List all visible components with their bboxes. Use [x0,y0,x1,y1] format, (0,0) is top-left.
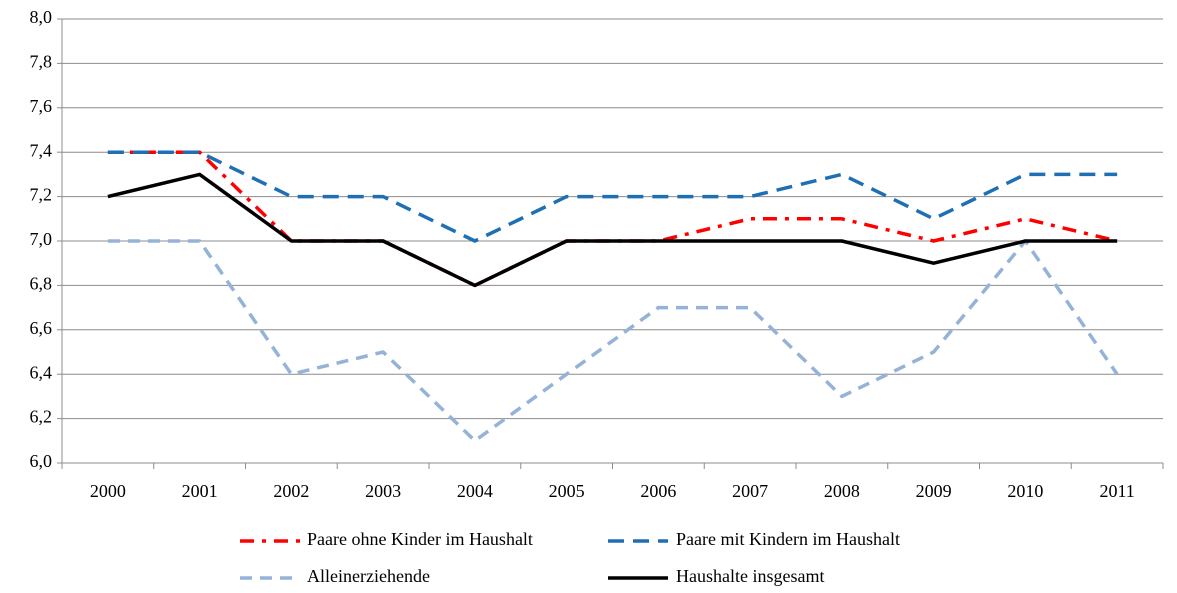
series-line [107,150,1118,243]
y-tick-label: 6,4 [30,362,53,382]
y-tick-label: 7,2 [30,185,53,205]
y-tick-label: 6,2 [30,407,53,427]
x-tick-label: 2011 [1099,481,1134,501]
series-line [107,172,1118,288]
x-tick-label: 2006 [640,481,676,501]
y-tick-label: 7,8 [30,52,53,72]
y-tick-label: 6,0 [30,451,53,471]
legend-label: Paare mit Kindern im Haushalt [676,529,900,549]
x-tick-label: 2001 [182,481,218,501]
x-tick-label: 2005 [549,481,585,501]
x-tick-label: 2002 [273,481,309,501]
series-line [107,239,1119,443]
y-tick-label: 6,6 [30,318,53,338]
x-tick-label: 2007 [732,481,768,501]
x-tick-label: 2010 [1007,481,1043,501]
x-tick-label: 2003 [365,481,401,501]
x-tick-label: 2004 [457,481,493,501]
legend-label: Haushalte insgesamt [676,566,824,586]
x-tick-label: 2008 [824,481,860,501]
y-tick-label: 7,4 [30,140,53,160]
y-tick-label: 7,0 [30,229,53,249]
legend-label: Alleinerziehende [307,566,430,586]
y-tick-label: 7,6 [30,96,53,116]
legend-label: Paare ohne Kinder im Haushalt [307,529,533,549]
x-tick-label: 2000 [90,481,126,501]
x-tick-label: 2009 [916,481,952,501]
y-tick-label: 6,8 [30,274,53,294]
y-tick-label: 8,0 [30,7,53,27]
